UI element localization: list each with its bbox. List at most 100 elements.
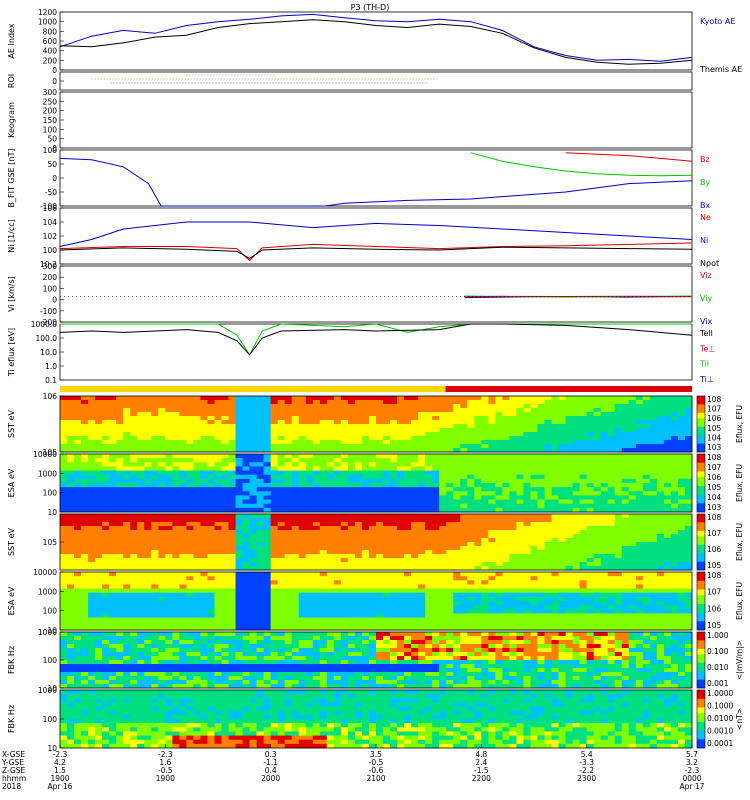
heatmap-cell [284,420,293,425]
heatmap-cell [628,503,637,509]
heatmap-cell [221,588,229,594]
heatmap-cell [488,408,496,413]
heatmap-cell [537,466,545,471]
heatmap-cell [249,588,258,594]
y-tick-label: 1000 [38,469,57,478]
heatmap-cell [333,518,342,523]
heatmap-cell [677,534,686,539]
heatmap-cell [312,428,321,433]
heatmap-cell [383,613,391,618]
heatmap-cell [137,605,145,610]
heatmap-cell [312,518,321,523]
heatmap-cell [376,478,384,484]
heatmap-cell [411,542,419,547]
heatmap-cell [256,491,265,496]
heatmap-cell [340,400,349,405]
heatmap-cell [593,546,602,551]
heatmap-cell [186,444,194,449]
heatmap-cell [172,487,180,492]
heatmap-cell [256,558,265,563]
heatmap-cell [347,474,356,480]
heatmap-cell [418,609,426,614]
heatmap-cell [502,562,510,567]
heatmap-cell [95,448,103,453]
heatmap-cell [221,432,229,437]
heatmap-cell [305,558,314,563]
heatmap-cell [158,625,166,631]
heatmap-cell [397,609,405,614]
heatmap-cell [677,550,686,555]
heatmap-cell [312,404,321,409]
heatmap-cell [207,554,215,559]
heatmap-cell [460,596,468,602]
heatmap-cell [628,542,637,547]
heatmap-cell [481,499,489,505]
heatmap-cell [270,491,279,496]
heatmap-cell [481,514,489,519]
heatmap-cell [579,420,588,425]
heatmap-cell [628,554,637,559]
heatmap-cell [586,518,595,523]
heatmap-cell [60,554,68,559]
heatmap-cell [621,514,630,519]
heatmap-cell [614,428,623,433]
heatmap-cell [446,588,454,594]
heatmap-cell [579,396,588,401]
heatmap-cell [453,416,461,421]
heatmap-cell [263,613,272,618]
heatmap-cell [446,518,454,523]
heatmap-cell [418,491,426,496]
colorbar-segment [697,459,705,463]
heatmap-cell [523,400,531,405]
heatmap-cell [347,572,356,577]
heatmap-cell [460,601,468,606]
heatmap-cell [474,440,482,445]
y-tick-label: 400 [43,47,58,56]
heatmap-cell [502,613,510,618]
heatmap-cell [291,530,300,535]
heatmap-cell [102,609,110,614]
heatmap-cell [123,609,131,614]
heatmap-cell [368,424,377,429]
heatmap-cell [144,518,152,523]
heatmap-cell [221,572,229,577]
heatmap-cell [642,436,651,441]
heatmap-cell [390,534,398,539]
heatmap-cell [361,408,370,413]
heatmap-cell [312,572,321,577]
heatmap-cell [137,432,145,437]
heatmap-cell [376,408,384,413]
heatmap-cell [418,592,426,598]
heatmap-cell [649,466,658,471]
heatmap-cell [60,518,68,523]
heatmap-cell [523,588,531,594]
heatmap-cell [277,454,286,459]
heatmap-cell [88,444,96,449]
heatmap-cell [502,530,510,535]
heatmap-cell [628,526,637,531]
heatmap-cell [193,400,201,405]
heatmap-cell [67,444,75,449]
heatmap-cell [523,601,531,606]
heatmap-cell [228,518,236,523]
heatmap-cell [81,412,89,417]
heatmap-cell [284,503,293,509]
heatmap-cell [607,448,616,453]
heatmap-cell [67,428,75,433]
heatmap-cell [172,592,180,598]
heatmap-cell [383,499,391,505]
heatmap-cell [572,416,581,421]
heatmap-cell [291,478,300,484]
heatmap-cell [425,420,433,425]
heatmap-cell [116,546,124,551]
heatmap-cell [151,436,159,441]
heatmap-cell [144,454,152,459]
heatmap-cell [116,526,124,531]
heatmap-cell [312,625,321,631]
heatmap-cell [249,605,258,610]
heatmap-cell [158,478,166,484]
heatmap-cell [481,542,489,547]
heatmap-cell [607,491,616,496]
heatmap-cell [446,596,454,602]
heatmap-cell [368,454,377,459]
